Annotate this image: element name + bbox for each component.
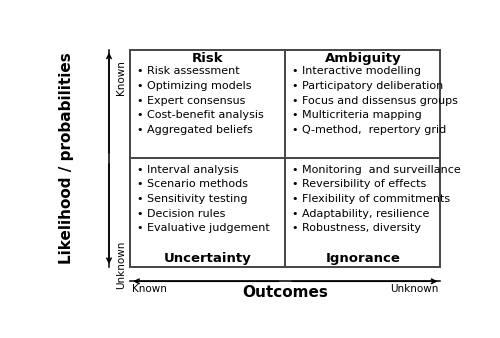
Text: Likelihood / probabilities: Likelihood / probabilities [59,52,74,264]
Text: • Risk assessment: • Risk assessment [138,67,240,76]
Text: • Interval analysis: • Interval analysis [138,165,239,174]
Text: • Robustness, diversity: • Robustness, diversity [292,223,422,233]
Text: Unknown: Unknown [390,284,438,294]
Text: • Cost-benefit analysis: • Cost-benefit analysis [138,111,264,120]
Text: Known: Known [132,284,167,294]
Text: Unknown: Unknown [116,241,126,289]
Text: Ignorance: Ignorance [326,252,400,265]
Text: Known: Known [116,60,126,95]
Text: • Focus and dissensus groups: • Focus and dissensus groups [292,96,458,106]
Text: • Participatory deliberation: • Participatory deliberation [292,81,444,91]
Text: • Scenario methods: • Scenario methods [138,179,248,189]
Text: • Expert consensus: • Expert consensus [138,96,246,106]
Text: • Adaptability, resilience: • Adaptability, resilience [292,209,430,219]
Text: Outcomes: Outcomes [242,285,328,299]
Text: • Interactive modelling: • Interactive modelling [292,67,422,76]
Text: Uncertainty: Uncertainty [164,252,252,265]
Text: • Aggregated beliefs: • Aggregated beliefs [138,125,253,135]
Text: Ambiguity: Ambiguity [324,52,401,65]
Text: • Monitoring  and surveillance: • Monitoring and surveillance [292,165,461,174]
Bar [130,50,440,267]
Text: • Reversibility of effects: • Reversibility of effects [292,179,426,189]
Text: • Evaluative judgement: • Evaluative judgement [138,223,270,233]
Text: • Decision rules: • Decision rules [138,209,226,219]
Text: Risk: Risk [192,52,224,65]
Text: • Multicriteria mapping: • Multicriteria mapping [292,111,422,120]
Text: • Sensitivity testing: • Sensitivity testing [138,194,248,204]
Text: • Optimizing models: • Optimizing models [138,81,252,91]
Text: • Flexibility of commitments: • Flexibility of commitments [292,194,450,204]
Text: • Q-method,  repertory grid: • Q-method, repertory grid [292,125,446,135]
